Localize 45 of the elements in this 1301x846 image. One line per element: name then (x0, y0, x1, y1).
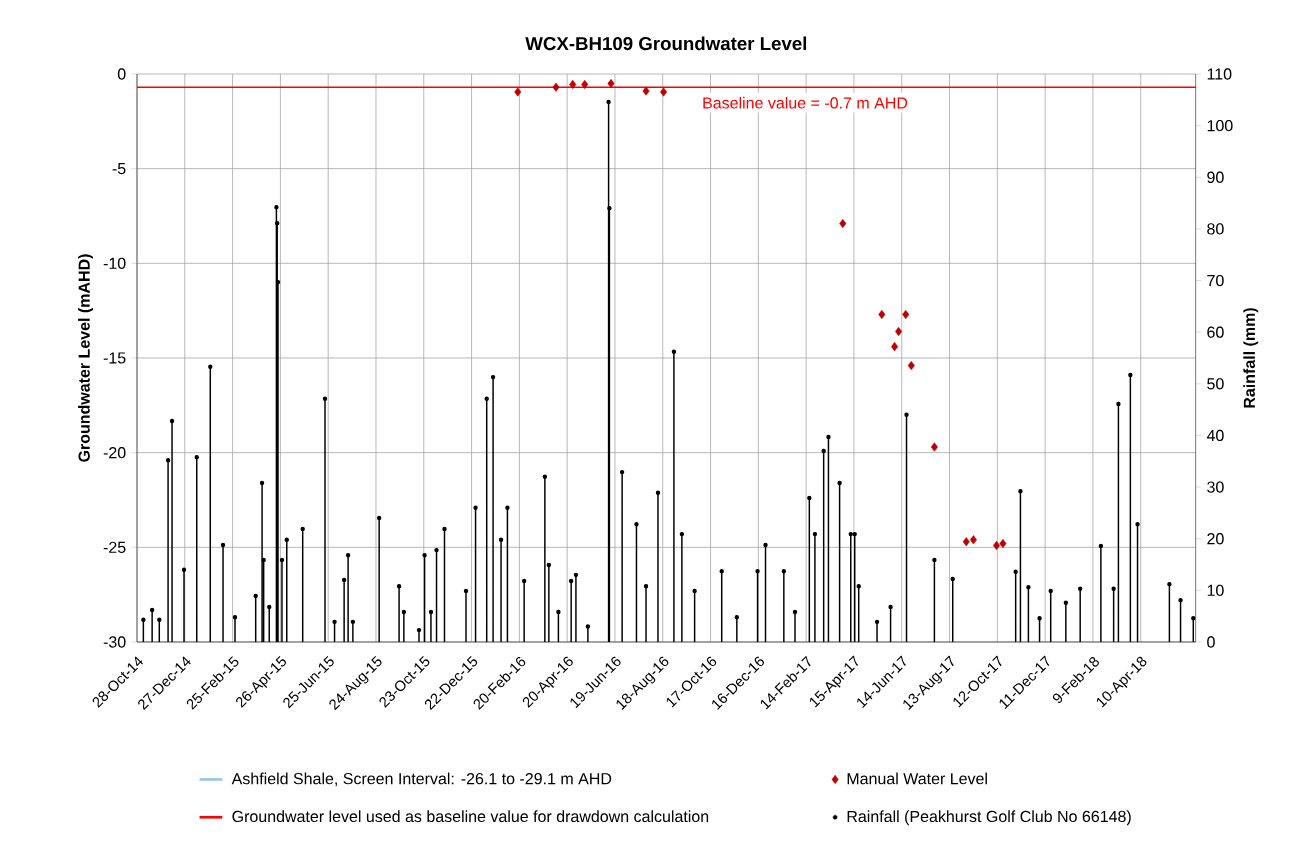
point (514, 87, 522, 97)
point (569, 79, 577, 89)
y2-tick-label: 80 (1207, 223, 1224, 235)
y-tick-label: -5 (112, 163, 126, 175)
y2-tick-label: 110 (1207, 68, 1232, 80)
legend-label: Rainfall (Peakhurst Golf Club No 66148) (847, 810, 1131, 826)
y-tick-label: 0 (117, 68, 126, 80)
annotation: Baseline value = -0.7 m AHD (703, 96, 908, 109)
y2-tick-label: 10 (1207, 584, 1224, 597)
point (642, 86, 650, 96)
point (607, 78, 615, 88)
point (930, 442, 938, 452)
point (878, 309, 886, 319)
y2-axis-title: Rainfall (mm) (1243, 308, 1259, 408)
y-axis-title: Groundwater Level (mAHD) (78, 254, 93, 462)
point (902, 309, 910, 319)
y2-tick-label: 50 (1207, 378, 1224, 390)
y2-tick-label: 40 (1206, 429, 1224, 442)
legend-label: Groundwater level used as baseline value for drawdown calculation (232, 810, 709, 823)
y2-tick-label: 20 (1207, 533, 1224, 545)
legend-label: Manual Water Level (847, 772, 987, 785)
y2-tick-label: 90 (1207, 171, 1224, 183)
point (907, 361, 915, 371)
point (962, 537, 970, 547)
y-tick-label: -15 (103, 352, 126, 364)
y2-tick-label: 70 (1207, 274, 1224, 287)
point (552, 82, 560, 92)
point (660, 87, 668, 97)
y2-tick-label: 100 (1207, 119, 1233, 132)
chart-title: WCX-BH109 Groundwater Level (525, 36, 807, 51)
point (969, 535, 977, 545)
y2-tick-label: 0 (1207, 636, 1215, 648)
y2-tick-label: 60 (1207, 326, 1224, 338)
y-tick-label: -10 (103, 257, 126, 269)
point (839, 219, 847, 229)
y-tick-label: -30 (103, 636, 126, 648)
legend-label: Ashfield Shale, Screen Interval: -26.1 to -29.1 m AHD (231, 772, 612, 787)
point (895, 326, 903, 337)
point (999, 539, 1007, 549)
point (993, 540, 1001, 550)
point (891, 342, 899, 352)
y-tick-label: -20 (103, 447, 126, 459)
point (581, 79, 589, 89)
y-tick-label: -25 (103, 541, 126, 553)
y2-tick-label: 30 (1207, 481, 1224, 493)
